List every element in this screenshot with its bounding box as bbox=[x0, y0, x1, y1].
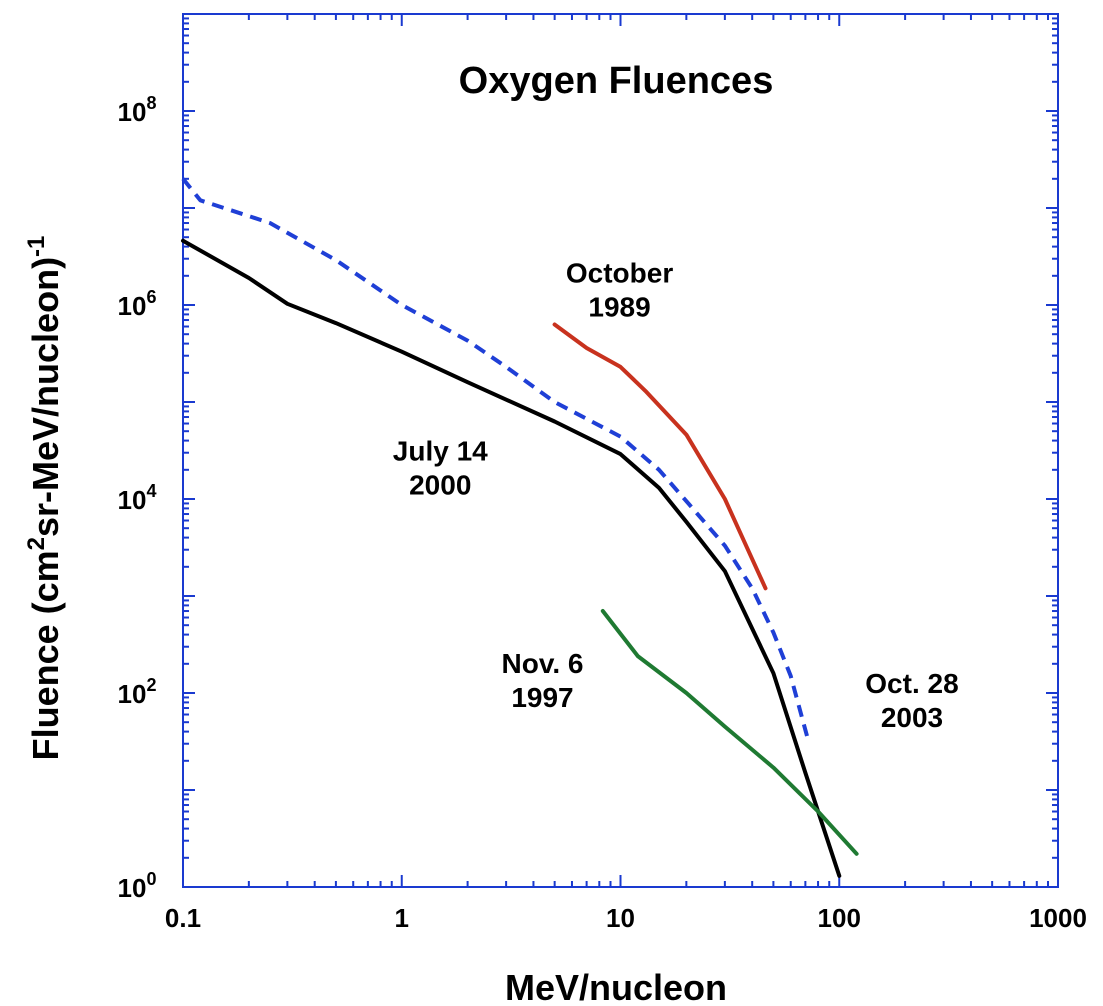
series-annotation-line: 2003 bbox=[881, 702, 943, 733]
y-tick-label-base: 10 bbox=[118, 291, 147, 321]
y-tick-label-exponent: 4 bbox=[146, 481, 156, 501]
x-tick-label: 1000 bbox=[1029, 903, 1087, 933]
series-annotation-line: October bbox=[566, 258, 673, 289]
series-annotation-line: July 14 bbox=[393, 435, 488, 466]
x-axis-label: MeV/nucleon bbox=[505, 967, 727, 1006]
y-tick-label: 104 bbox=[118, 481, 157, 515]
series-line-nov-6-1997 bbox=[600, 609, 859, 856]
y-tick-label-exponent: 0 bbox=[146, 869, 156, 889]
x-tick-label: 1 bbox=[395, 903, 409, 933]
y-axis-label-sup1: 2 bbox=[23, 537, 50, 550]
series-annotation: Oct. 28 2003 bbox=[865, 668, 958, 733]
y-tick-label-exponent: 2 bbox=[146, 675, 156, 695]
axis-ticks bbox=[182, 14, 1059, 888]
y-axis-label-sup2: -1 bbox=[23, 236, 50, 257]
series-annotation-line: Oct. 28 bbox=[865, 668, 958, 699]
y-tick-label-base: 10 bbox=[118, 97, 147, 127]
y-tick-label-base: 10 bbox=[118, 679, 147, 709]
x-tick-label: 100 bbox=[818, 903, 861, 933]
series-lines bbox=[181, 177, 859, 878]
y-tick-label-exponent: 8 bbox=[146, 93, 156, 113]
y-tick-label-base: 10 bbox=[118, 485, 147, 515]
series-annotation: July 14 2000 bbox=[393, 435, 488, 500]
y-tick-label: 100 bbox=[118, 869, 157, 903]
chart-title: Oxygen Fluences bbox=[459, 60, 774, 102]
plot-border bbox=[182, 13, 1059, 888]
chart-text: Oxygen Fluences MeV/nucleon Fluence (cm2… bbox=[23, 60, 1087, 1006]
plot-frame bbox=[182, 13, 1059, 888]
series-annotation-line: 2000 bbox=[409, 469, 471, 500]
series-line-october-1989 bbox=[552, 322, 768, 591]
y-tick-label: 106 bbox=[118, 287, 157, 321]
series-line-oct-28-2003 bbox=[181, 177, 810, 741]
series-annotation-line: 1997 bbox=[511, 682, 573, 713]
series-line-july-14-2000 bbox=[181, 238, 842, 878]
y-tick-label: 102 bbox=[118, 675, 157, 709]
series-annotation-line: 1989 bbox=[588, 292, 650, 323]
series-annotation-line: Nov. 6 bbox=[502, 648, 584, 679]
x-tick-label: 10 bbox=[606, 903, 635, 933]
series-annotation: October 1989 bbox=[566, 258, 673, 323]
x-tick-label: 0.1 bbox=[165, 903, 201, 933]
y-axis-label-main: Fluence (cm bbox=[25, 550, 66, 760]
y-tick-label: 108 bbox=[118, 93, 157, 127]
y-tick-label-exponent: 6 bbox=[146, 287, 156, 307]
series-annotation: Nov. 6 1997 bbox=[502, 648, 584, 713]
y-tick-label-base: 10 bbox=[118, 873, 147, 903]
y-axis-label-mid: sr-MeV/nucleon) bbox=[25, 257, 66, 537]
y-axis-label: Fluence (cm2sr-MeV/nucleon)-1 bbox=[23, 236, 66, 761]
